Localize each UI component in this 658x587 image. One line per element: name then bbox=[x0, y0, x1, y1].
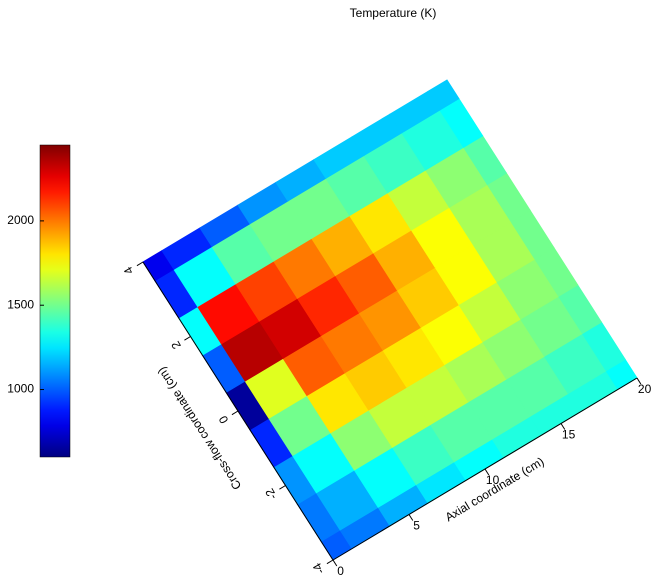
surface-cell bbox=[427, 79, 460, 111]
x-tick-label: 10 bbox=[486, 473, 500, 487]
x-tick-label: 20 bbox=[638, 382, 652, 396]
x-tick-label: 0 bbox=[337, 564, 344, 578]
x-tick-label: 15 bbox=[562, 428, 576, 442]
x-tick bbox=[332, 559, 338, 567]
x-tick-label: 5 bbox=[413, 519, 420, 533]
y-tick-label: 0 bbox=[216, 413, 232, 426]
colorbar-tick-label: 2000 bbox=[7, 213, 34, 227]
chart-title: Temperature (K) bbox=[350, 6, 437, 20]
colorbar bbox=[39, 144, 71, 458]
y-tick bbox=[184, 336, 191, 341]
y-tick bbox=[136, 261, 144, 267]
y-tick bbox=[279, 485, 286, 490]
colorbar-tick-label: 1500 bbox=[7, 297, 34, 311]
x-tick bbox=[484, 468, 490, 476]
x-tick bbox=[560, 423, 566, 430]
y-tick-label: -4 bbox=[310, 560, 328, 577]
y-tick bbox=[231, 410, 239, 416]
colorbar-tick-label: 1000 bbox=[7, 382, 34, 396]
x-tick bbox=[636, 377, 642, 385]
y-tick-label: -2 bbox=[262, 486, 280, 503]
surface bbox=[142, 79, 638, 561]
y-tick-label: 2 bbox=[168, 338, 184, 351]
y-tick-label: 4 bbox=[121, 264, 137, 277]
y-tick bbox=[326, 559, 334, 565]
x-tick bbox=[408, 514, 414, 521]
